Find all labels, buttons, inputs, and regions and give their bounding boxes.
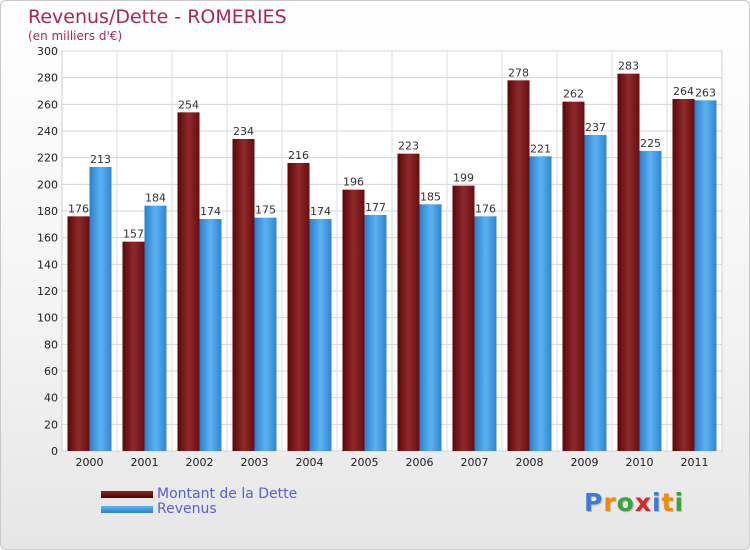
data-label-revenus-2011: 263 — [695, 86, 716, 99]
legend-label-revenus: Revenus — [157, 501, 217, 517]
y-tick-label: 200 — [37, 178, 58, 191]
bar-dette-2000 — [67, 216, 90, 451]
logo-letter: x — [634, 488, 652, 517]
data-label-revenus-2002: 174 — [200, 205, 221, 218]
x-tick-label: 2011 — [681, 456, 709, 469]
data-label-revenus-2007: 176 — [475, 202, 496, 215]
x-tick-label: 2010 — [626, 456, 654, 469]
bar-revenus-2000 — [89, 167, 112, 451]
y-tick-label: 300 — [37, 45, 58, 58]
data-label-revenus-2000: 213 — [90, 153, 111, 166]
y-tick-label: 260 — [37, 98, 58, 111]
data-label-dette-2009: 262 — [563, 88, 584, 101]
x-tick-label: 2002 — [186, 456, 214, 469]
data-label-dette-2007: 199 — [453, 172, 474, 185]
y-tick-label: 120 — [37, 285, 58, 298]
y-tick-label: 240 — [37, 125, 58, 138]
chart-subtitle: (en milliers d'€) — [28, 29, 123, 43]
bar-dette-2006 — [397, 153, 420, 451]
x-tick-label: 2006 — [406, 456, 434, 469]
legend-swatch-dette — [101, 491, 153, 498]
data-label-dette-2011: 264 — [673, 85, 694, 98]
y-tick-label: 20 — [44, 418, 58, 431]
data-label-revenus-2004: 174 — [310, 205, 331, 218]
bar-revenus-2008 — [529, 156, 552, 452]
bar-revenus-2009 — [584, 135, 607, 451]
bar-revenus-2001 — [144, 205, 167, 451]
x-tick-label: 2003 — [241, 456, 269, 469]
bar-dette-2008 — [507, 80, 530, 451]
data-label-dette-2000: 176 — [68, 202, 89, 215]
data-label-dette-2010: 283 — [618, 60, 639, 73]
bar-dette-2005 — [342, 189, 365, 451]
bar-dette-2001 — [122, 241, 145, 451]
x-tick-label: 2009 — [571, 456, 599, 469]
data-label-dette-2004: 216 — [288, 149, 309, 162]
y-tick-label: 0 — [51, 445, 58, 458]
x-tick-label: 2001 — [131, 456, 159, 469]
bar-dette-2003 — [232, 139, 255, 451]
bar-revenus-2003 — [254, 217, 277, 451]
proxiti-logo: Proxiti — [584, 488, 684, 517]
y-tick-label: 100 — [37, 312, 58, 325]
data-label-dette-2005: 196 — [343, 176, 364, 189]
data-label-revenus-2009: 237 — [585, 121, 606, 134]
legend-swatch-revenus — [101, 506, 153, 513]
y-tick-label: 40 — [44, 392, 58, 405]
bar-revenus-2002 — [199, 219, 222, 451]
bar-dette-2009 — [562, 101, 585, 452]
bar-revenus-2011 — [694, 100, 717, 451]
legend-label-dette: Montant de la Dette — [157, 486, 298, 502]
x-tick-label: 2000 — [76, 456, 104, 469]
bar-dette-2010 — [617, 73, 640, 452]
data-label-dette-2001: 157 — [123, 228, 144, 241]
x-tick-label: 2004 — [296, 456, 324, 469]
y-tick-label: 280 — [37, 72, 58, 85]
logo-letter: P — [584, 488, 604, 517]
y-tick-label: 140 — [37, 258, 58, 271]
data-label-dette-2008: 278 — [508, 66, 529, 79]
y-tick-label: 220 — [37, 152, 58, 165]
bar-revenus-2010 — [639, 151, 662, 451]
logo-letter: o — [616, 488, 635, 517]
data-label-dette-2006: 223 — [398, 140, 419, 153]
bar-revenus-2004 — [309, 219, 332, 451]
data-label-dette-2002: 254 — [178, 98, 199, 111]
data-label-revenus-2008: 221 — [530, 142, 551, 155]
logo-letter: i — [652, 488, 662, 517]
data-label-revenus-2010: 225 — [640, 137, 661, 150]
bar-dette-2011 — [672, 99, 695, 451]
bar-revenus-2007 — [474, 216, 497, 451]
chart-title: Revenus/Dette - ROMERIES — [28, 6, 287, 28]
bar-dette-2007 — [452, 185, 475, 451]
y-tick-label: 80 — [44, 338, 58, 351]
data-label-revenus-2003: 175 — [255, 204, 276, 217]
data-label-revenus-2005: 177 — [365, 201, 386, 214]
bar-revenus-2006 — [419, 204, 442, 451]
data-label-dette-2003: 234 — [233, 125, 254, 138]
y-tick-label: 160 — [37, 232, 58, 245]
y-tick-label: 60 — [44, 365, 58, 378]
x-tick-label: 2008 — [516, 456, 544, 469]
bar-revenus-2005 — [364, 215, 387, 451]
y-tick-label: 180 — [37, 205, 58, 218]
logo-letter: i — [674, 488, 685, 517]
data-label-revenus-2001: 184 — [145, 192, 166, 205]
data-label-revenus-2006: 185 — [420, 190, 441, 203]
bar-dette-2004 — [287, 163, 310, 451]
x-tick-label: 2005 — [351, 456, 379, 469]
x-tick-label: 2007 — [461, 456, 489, 469]
bar-dette-2002 — [177, 112, 200, 451]
logo-letter: r — [603, 488, 617, 517]
logo-letter: t — [661, 488, 675, 517]
